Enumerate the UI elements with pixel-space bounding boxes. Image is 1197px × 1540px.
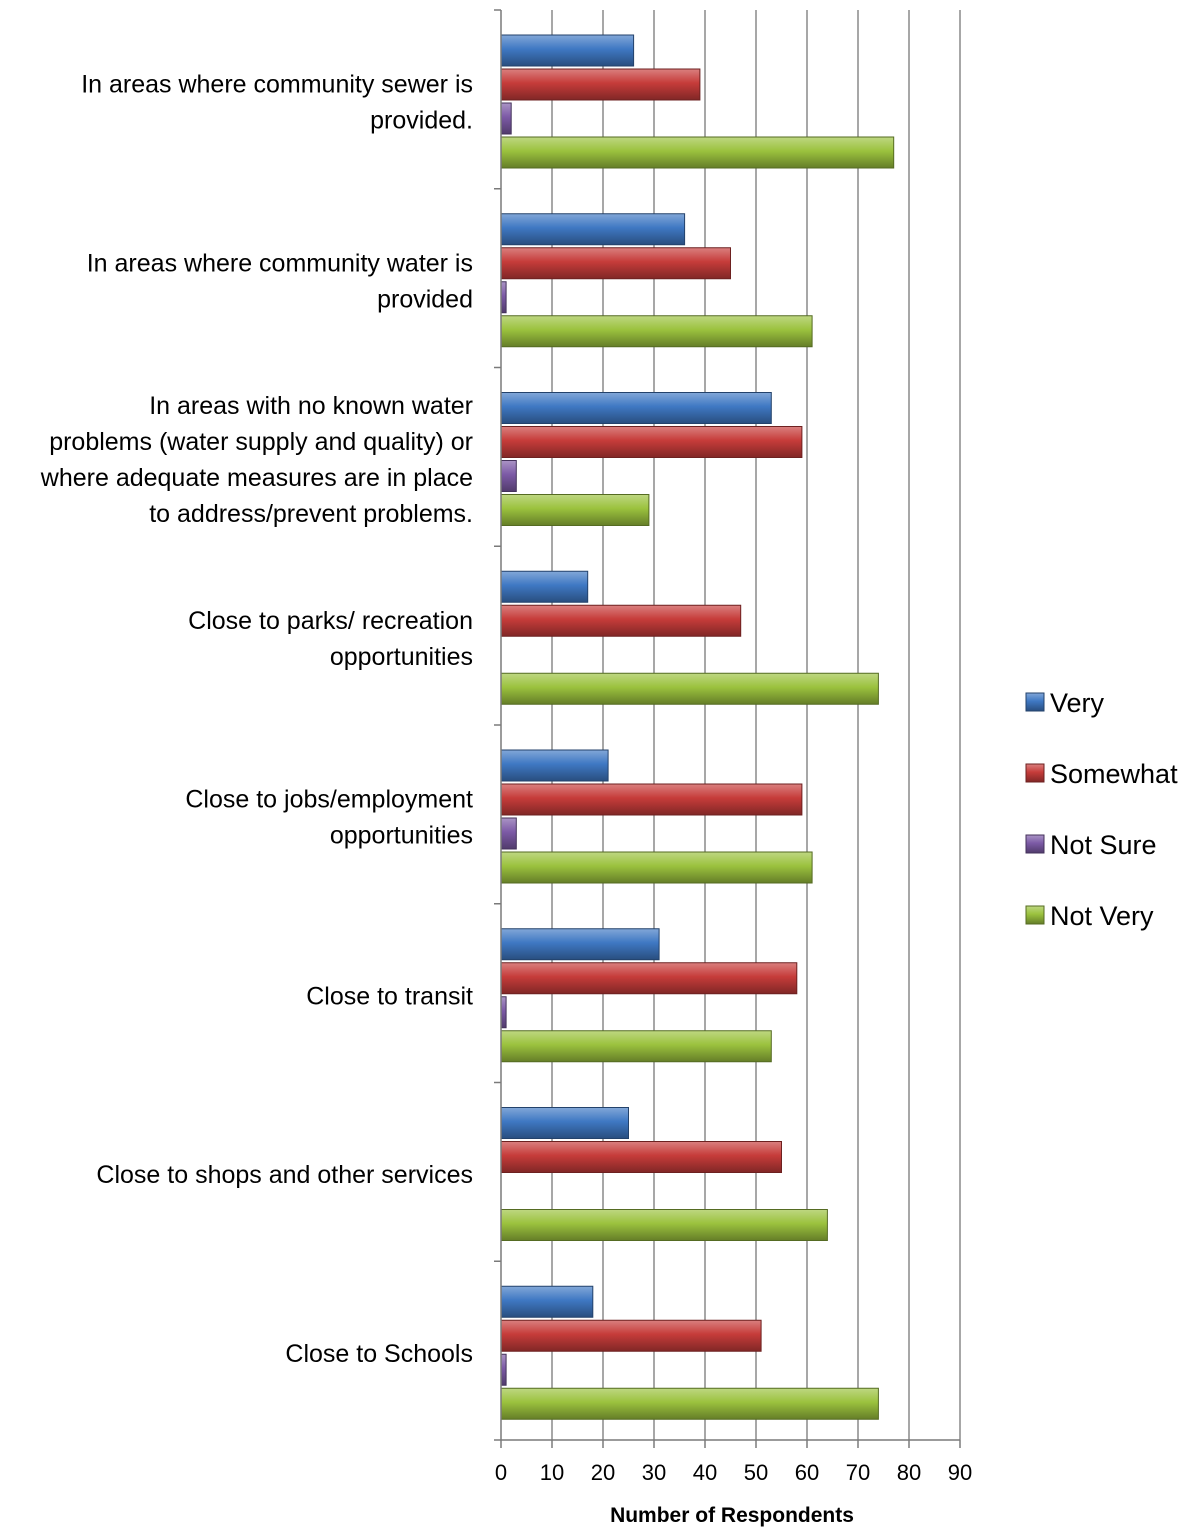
x-axis-title: Number of Respondents	[610, 1504, 854, 1527]
x-tick-label-90: 90	[948, 1460, 972, 1485]
category-label-line: In areas with no known water	[149, 392, 473, 420]
category-label-4: Close to jobs/employment opportunities	[185, 786, 473, 850]
legend-label: Very	[1050, 688, 1105, 718]
bar-not-sure-4	[500, 817, 517, 850]
category-label-7: Close to Schools	[285, 1340, 473, 1368]
bar-not-sure-5	[500, 996, 507, 1029]
bar-somewhat-7	[500, 1319, 762, 1352]
labels: 0 10 20 30 40 50 60 70 80 90 Number of Respondents…	[40, 71, 972, 1528]
bar-very-2	[500, 392, 772, 424]
legend-item-very: Very	[1025, 688, 1105, 718]
bar-somewhat-2	[500, 426, 803, 458]
bar-not-sure-2	[500, 460, 517, 492]
bar-not-very-3	[500, 672, 879, 705]
legend-item-somewhat: Somewhat	[1025, 759, 1178, 789]
legend-item-not-sure: Not Sure	[1025, 830, 1157, 860]
bar-somewhat-5	[500, 962, 798, 995]
bar-very-3	[500, 570, 589, 603]
category-label-line: In areas where community sewer is	[81, 71, 473, 99]
bar-not-very-2	[500, 494, 650, 526]
legend-swatch	[1025, 834, 1045, 854]
bar-not-very-7	[500, 1387, 879, 1420]
category-label-2: In areas with no known water problems (wa…	[40, 392, 473, 528]
category-label-line: to address/prevent problems.	[149, 500, 473, 528]
bar-not-very-6	[500, 1209, 828, 1241]
category-label-line: Close to parks/ recreation	[188, 607, 473, 635]
bar-very-5	[500, 928, 660, 961]
category-label-6: Close to shops and other services	[96, 1161, 473, 1189]
category-label-line: Close to Schools	[285, 1340, 473, 1368]
bar-somewhat-0	[500, 68, 701, 101]
bar-not-sure-0	[500, 102, 512, 135]
legend-item-not-very: Not Very	[1025, 901, 1154, 931]
x-tick-label-60: 60	[795, 1460, 819, 1485]
bar-somewhat-3	[500, 604, 742, 637]
axes	[494, 9, 961, 1448]
bar-somewhat-6	[500, 1141, 782, 1173]
category-label-1: In areas where community water is provide…	[87, 249, 473, 313]
bar-very-1	[500, 213, 686, 246]
category-label-line: In areas where community water is	[87, 249, 473, 277]
legend-label: Not Very	[1050, 901, 1154, 931]
category-label-line: problems (water supply and quality) or	[49, 428, 473, 456]
x-tick-label-10: 10	[540, 1460, 564, 1485]
bars	[500, 34, 895, 1420]
bar-very-0	[500, 34, 635, 67]
legend-label: Somewhat	[1050, 759, 1178, 789]
category-label-line: opportunities	[330, 643, 473, 671]
bar-not-very-0	[500, 136, 895, 169]
category-label-line: provided.	[370, 107, 473, 135]
bar-very-7	[500, 1285, 594, 1318]
x-tick-label-70: 70	[846, 1460, 870, 1485]
category-label-line: provided	[377, 285, 473, 313]
category-label-line: Close to shops and other services	[96, 1161, 473, 1189]
category-label-line: where adequate measures are in place	[40, 464, 473, 492]
bar-not-very-1	[500, 315, 813, 348]
x-tick-label-80: 80	[897, 1460, 921, 1485]
legend-swatch	[1025, 763, 1045, 783]
legend-swatch	[1025, 905, 1045, 925]
category-label-5: Close to transit	[306, 982, 473, 1010]
category-label-line: opportunities	[330, 822, 473, 850]
legend-label: Not Sure	[1050, 830, 1157, 860]
category-label-line: Close to transit	[306, 982, 473, 1010]
bar-not-very-4	[500, 851, 813, 884]
category-label-0: In areas where community sewer is provide…	[81, 71, 473, 135]
bar-not-sure-7	[500, 1353, 507, 1386]
x-tick-label-40: 40	[693, 1460, 717, 1485]
x-tick-label-50: 50	[744, 1460, 768, 1485]
bar-very-4	[500, 749, 609, 782]
bar-somewhat-1	[500, 247, 731, 280]
bar-somewhat-4	[500, 783, 803, 816]
category-label-line: Close to jobs/employment	[185, 786, 473, 814]
bar-not-sure-1	[500, 281, 507, 314]
category-label-3: Close to parks/ recreation opportunities	[188, 607, 473, 671]
legend: Very Somewhat Not Sure Not Very	[1025, 688, 1178, 931]
x-tick-label-20: 20	[591, 1460, 615, 1485]
x-tick-label-0: 0	[495, 1460, 507, 1485]
bar-not-very-5	[500, 1030, 772, 1063]
bar-very-6	[500, 1107, 629, 1139]
legend-swatch	[1025, 692, 1045, 712]
x-tick-label-30: 30	[642, 1460, 666, 1485]
